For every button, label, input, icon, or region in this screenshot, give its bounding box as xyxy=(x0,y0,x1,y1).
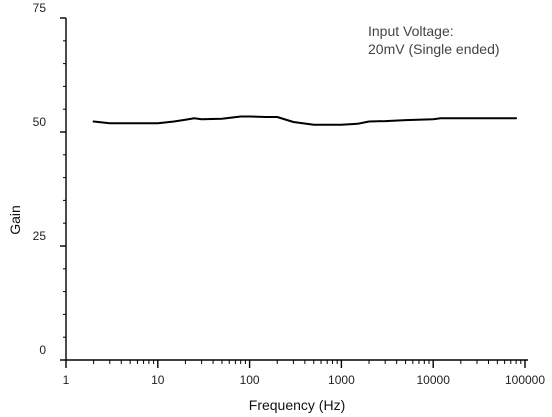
x-axis-ticks xyxy=(65,360,526,368)
series-layer xyxy=(92,115,518,126)
x-tick-label: 100 xyxy=(240,373,260,387)
gain-series-line xyxy=(92,115,518,126)
y-tick-label: 75 xyxy=(33,1,47,15)
x-tick-label: 100000 xyxy=(505,373,545,387)
y-tick-label: 0 xyxy=(39,343,46,357)
input-voltage-annotation-line2: 20mV (Single ended) xyxy=(368,41,500,57)
x-tick-label: 10 xyxy=(151,373,165,387)
input-voltage-annotation-line1: Input Voltage: xyxy=(368,23,454,39)
y-tick-labels: 0 25 50 75 xyxy=(33,1,47,357)
x-axis-title: Frequency (Hz) xyxy=(249,397,345,413)
plot-area: 1 10 100 1000 10000 100000 0 25 50 75 xyxy=(33,1,546,387)
x-tick-label: 1000 xyxy=(328,373,355,387)
x-tick-label: 1 xyxy=(63,373,70,387)
x-tick-label: 10000 xyxy=(417,373,451,387)
x-tick-labels: 1 10 100 1000 10000 100000 xyxy=(63,373,546,387)
y-tick-label: 25 xyxy=(33,229,47,243)
y-axis-ticks xyxy=(60,17,66,361)
y-tick-label: 50 xyxy=(33,115,47,129)
y-axis-title: Gain xyxy=(7,205,23,235)
